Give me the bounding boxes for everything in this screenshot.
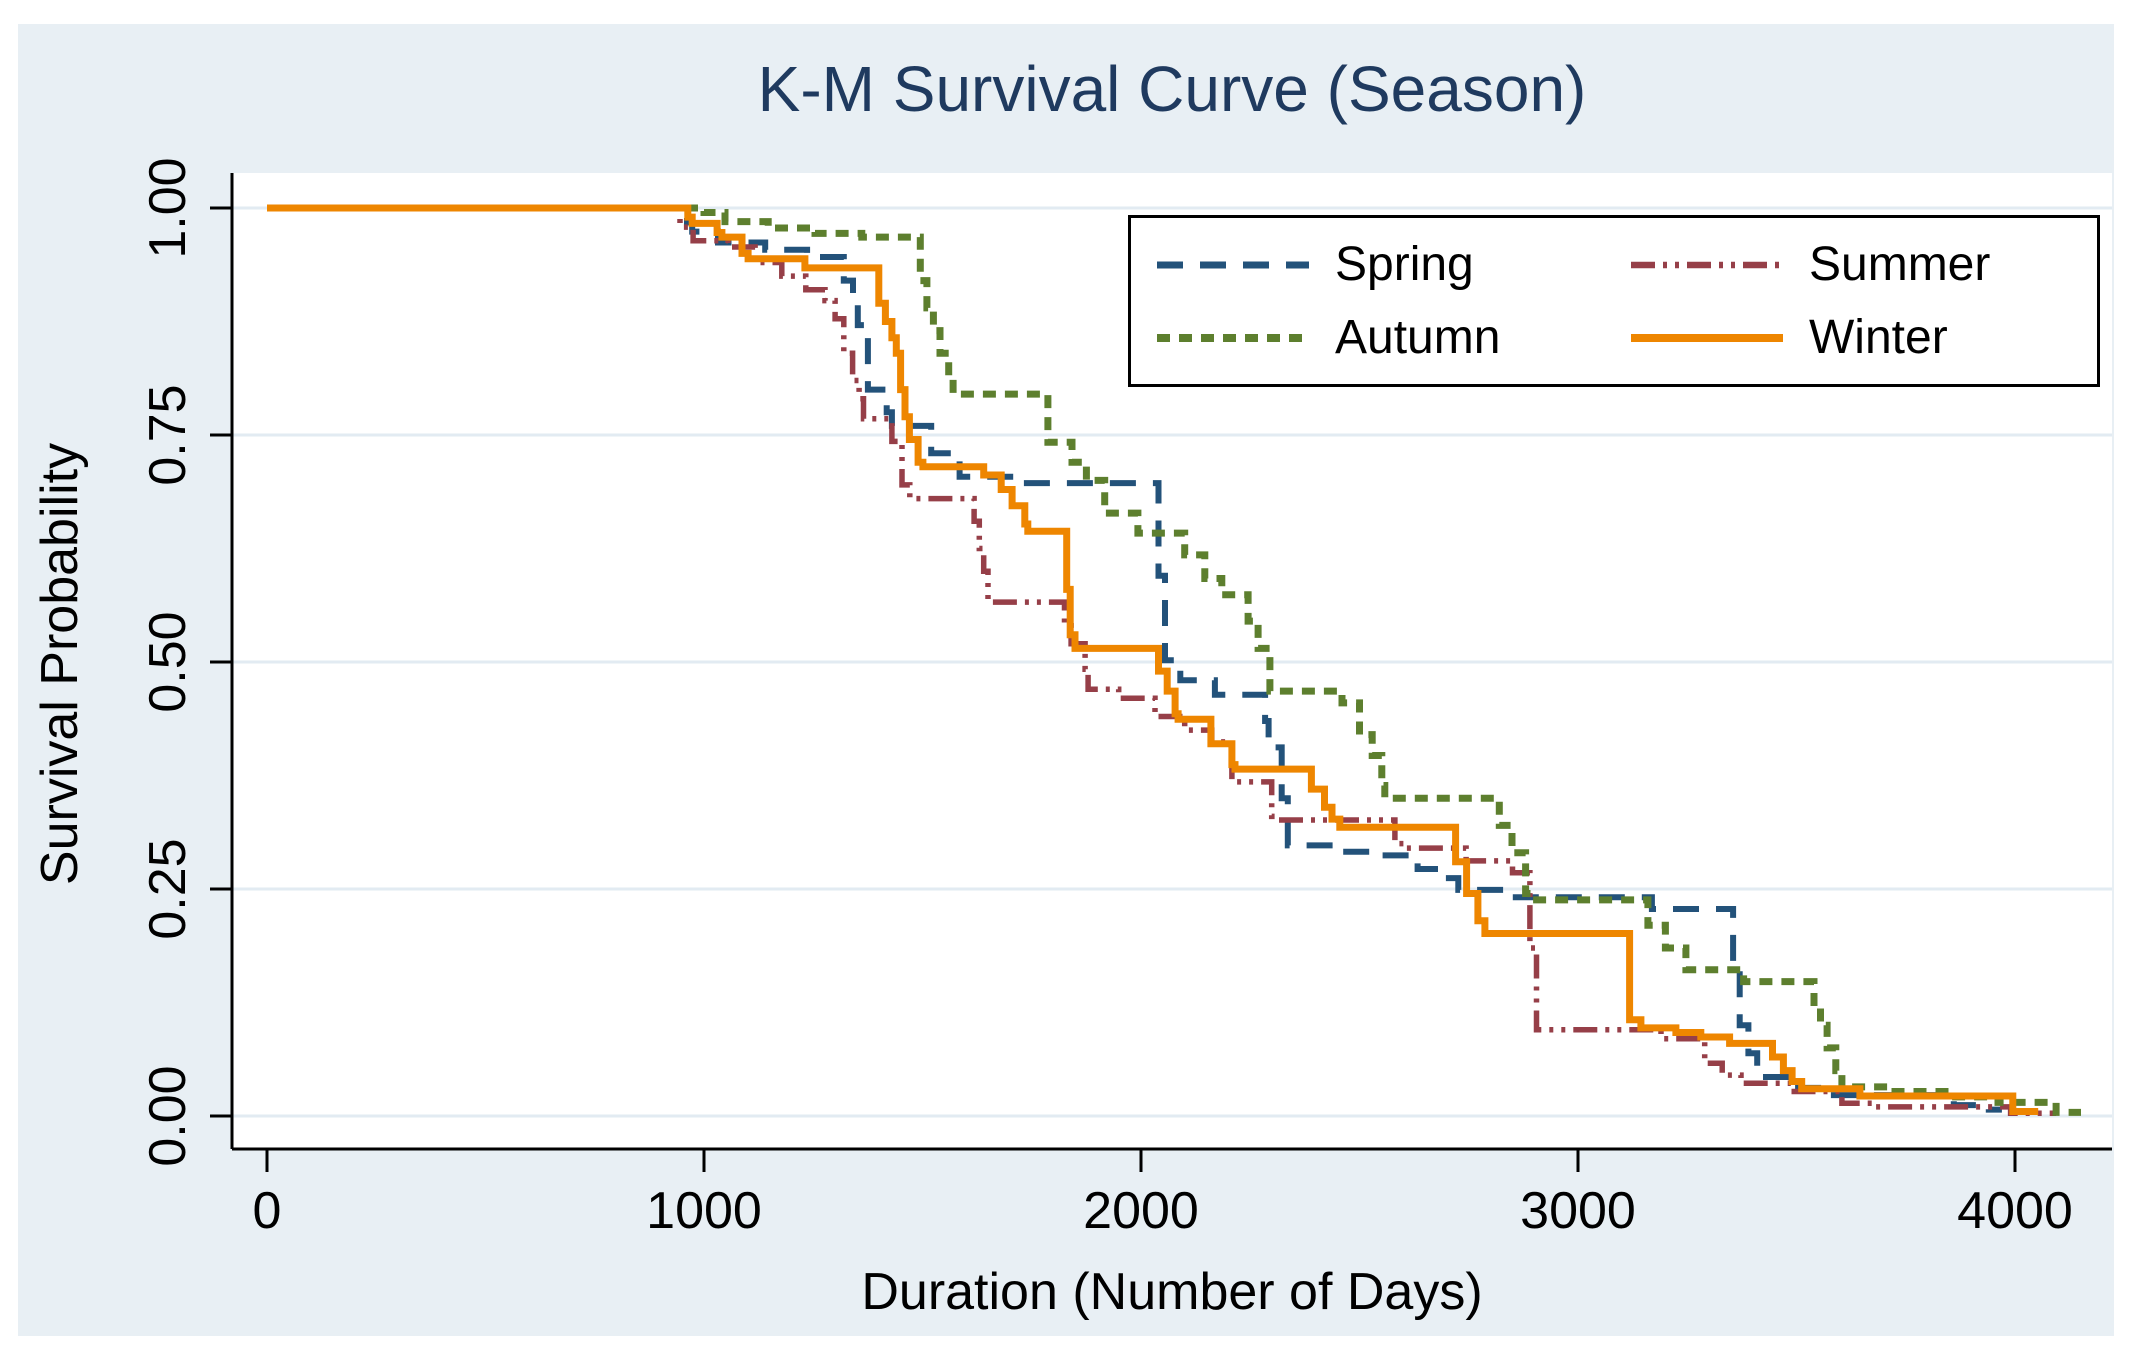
- y-tick-label: 0.25: [139, 838, 197, 939]
- legend-item-summer: Summer: [1629, 228, 2073, 301]
- chart-title: K-M Survival Curve (Season): [757, 53, 1587, 125]
- legend-item-autumn: Autumn: [1155, 301, 1599, 374]
- legend-label-summer: Summer: [1809, 238, 1991, 291]
- legend-label-spring: Spring: [1335, 238, 1474, 291]
- x-axis-title: Duration (Number of Days): [861, 1263, 1483, 1321]
- legend-line-spring-icon: [1157, 261, 1309, 268]
- x-tick-label: 4000: [1957, 1182, 2073, 1240]
- y-axis-title: Survival Probability: [31, 442, 89, 886]
- curve-winter: [267, 204, 2039, 1115]
- x-tick-label: 2000: [1083, 1182, 1199, 1240]
- legend-item-winter: Winter: [1629, 301, 2073, 374]
- legend-line-winter-icon: [1631, 333, 1783, 342]
- y-tick-label: 0.50: [139, 611, 197, 712]
- legend-line-autumn-icon: [1157, 333, 1309, 342]
- x-tick-label: 0: [253, 1182, 282, 1240]
- y-tick-label: 0.00: [139, 1065, 197, 1166]
- y-tick-label: 1.00: [139, 157, 197, 258]
- legend-label-autumn: Autumn: [1335, 311, 1501, 364]
- legend: Spring Summer Autumn Winter: [1128, 215, 2100, 387]
- x-tick-label: 3000: [1520, 1182, 1636, 1240]
- legend-line-summer-icon: [1631, 261, 1783, 268]
- curve-autumn: [267, 204, 2081, 1116]
- curve-spring: [267, 205, 2002, 1113]
- x-tick-label: 1000: [646, 1182, 762, 1240]
- legend-label-winter: Winter: [1809, 311, 1948, 364]
- legend-item-spring: Spring: [1155, 228, 1599, 301]
- curve-summer: [267, 205, 2057, 1117]
- y-tick-label: 0.75: [139, 384, 197, 485]
